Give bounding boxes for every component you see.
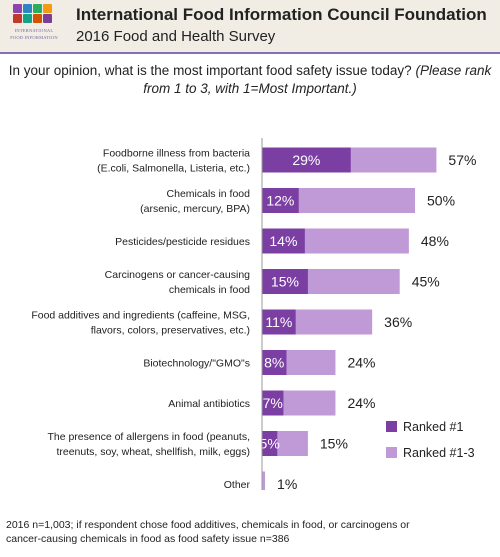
category-label: Foodborne illness from bacteria	[103, 148, 250, 160]
header-bar: INTERNATIONAL FOOD INFORMATION Internati…	[0, 0, 500, 54]
value-label-ranked-1: 29%	[292, 152, 320, 168]
chart-svg: Foodborne illness from bacteria (E.coli, …	[31, 138, 476, 490]
logo-tile	[43, 14, 52, 23]
category-label: treenuts, soy, wheat, shellfish, milk, e…	[56, 446, 250, 458]
logo-tiles	[13, 4, 53, 24]
value-label-ranked-1-3: 45%	[412, 274, 440, 290]
bar-ranked-1	[262, 269, 308, 294]
bar-chart: Foodborne illness from bacteria (E.coli, …	[0, 130, 500, 490]
value-label-ranked-1-3: 24%	[347, 355, 375, 371]
bar-ranked-1	[262, 431, 278, 456]
value-label-ranked-1-3: 24%	[347, 395, 375, 411]
value-label-ranked-1: 12%	[266, 193, 294, 209]
bar-ranked-1	[262, 350, 287, 375]
value-label-ranked-1: 14%	[269, 233, 297, 249]
question-text: In your opinion, what is the most import…	[0, 62, 500, 98]
bar-ranked-1	[262, 147, 351, 173]
question-main: In your opinion, what is the most import…	[8, 63, 412, 78]
category-label: (E.coli, Salmonella, Listeria, etc.)	[97, 163, 250, 175]
bar-ranked-1	[262, 188, 299, 213]
category-label: Food additives and ingredients (caffeine…	[31, 310, 250, 322]
value-label-ranked-1-3: 1%	[277, 476, 297, 490]
legend-swatch	[386, 421, 397, 432]
category-label: Animal antibiotics	[168, 398, 250, 410]
logo-tile	[43, 4, 52, 13]
category-label: Biotechnology/"GMO"s	[143, 358, 250, 370]
value-label-ranked-1: 11%	[265, 314, 292, 330]
question-instruction: (Please rank from 1 to 3, with 1=Most Im…	[143, 63, 492, 96]
value-label-ranked-1-3: 15%	[320, 436, 348, 452]
logo-tile	[33, 14, 42, 23]
legend-swatch	[386, 447, 397, 458]
bar-ranked-1	[262, 309, 296, 335]
value-label-ranked-1-3: 57%	[448, 152, 476, 168]
value-label-ranked-1: 7%	[263, 395, 283, 411]
footnote: 2016 n=1,003; if respondent chose food a…	[6, 518, 494, 546]
category-label: Carcinogens or cancer-causing	[105, 269, 250, 281]
category-label: (arsenic, mercury, BPA)	[140, 203, 250, 215]
category-label: Chemicals in food	[167, 188, 251, 200]
logo-text-line1: INTERNATIONAL	[14, 28, 54, 33]
org-title: International Food Information Council F…	[76, 5, 487, 24]
logo-tile	[13, 4, 22, 13]
category-label: Pesticides/pesticide residues	[115, 236, 250, 248]
value-label-ranked-1: 15%	[271, 274, 299, 290]
value-label-ranked-1: 5%	[260, 436, 280, 452]
category-label: The presence of allergens in food (peanu…	[47, 431, 250, 443]
value-label-ranked-1-3: 36%	[384, 314, 412, 330]
value-label-ranked-1: 8%	[264, 355, 284, 371]
logo-tile	[23, 14, 32, 23]
footnote-line1: 2016 n=1,003; if respondent chose food a…	[6, 519, 410, 531]
value-label-ranked-1-3: 50%	[427, 193, 455, 209]
value-label-ranked-1-3: 48%	[421, 233, 449, 249]
bar-ranked-1	[262, 228, 305, 254]
bar-ranked-1	[262, 390, 284, 416]
logo-tile	[13, 14, 22, 23]
footnote-line2: cancer-causing chemicals in food as food…	[6, 533, 290, 545]
logo-text-line2: FOOD INFORMATION	[10, 35, 58, 40]
category-label: chemicals in food	[169, 284, 250, 296]
category-label: flavors, colors, preservatives, etc.)	[91, 325, 250, 337]
survey-title: 2016 Food and Health Survey	[76, 28, 276, 45]
logo-tile	[33, 4, 42, 13]
legend-label: Ranked #1-3	[403, 446, 475, 460]
category-label: Other	[224, 479, 251, 490]
bar-ranked-1-3	[262, 471, 266, 490]
logo-tile	[23, 4, 32, 13]
ific-logo: INTERNATIONAL FOOD INFORMATION	[6, 4, 62, 50]
legend-label: Ranked #1	[403, 420, 464, 434]
